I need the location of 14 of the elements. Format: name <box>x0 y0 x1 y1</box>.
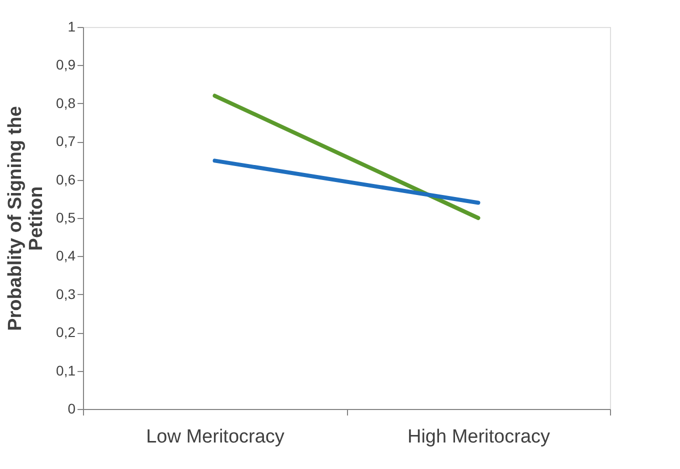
y-tick-label: 1 <box>68 18 76 34</box>
x-tick-label: Low Meritocracy <box>146 426 285 448</box>
y-axis-title: Probablity of Signing the Petiton <box>5 106 48 331</box>
y-tick-label: 0,2 <box>56 324 76 340</box>
y-tick-label: 0,7 <box>56 133 76 150</box>
y-tick-label: 0 <box>68 400 76 416</box>
y-tick-label: 0,3 <box>56 286 76 302</box>
x-tick-label: High Meritocracy <box>407 426 551 448</box>
y-tick-label: 0,8 <box>56 94 76 111</box>
y-tick-label: 0,1 <box>56 362 76 378</box>
y-tick-label: 0,6 <box>56 171 76 188</box>
y-tick-label: 0,5 <box>56 210 76 226</box>
y-tick-label: 0,4 <box>56 248 76 264</box>
y-tick-label: 0,9 <box>56 56 76 73</box>
